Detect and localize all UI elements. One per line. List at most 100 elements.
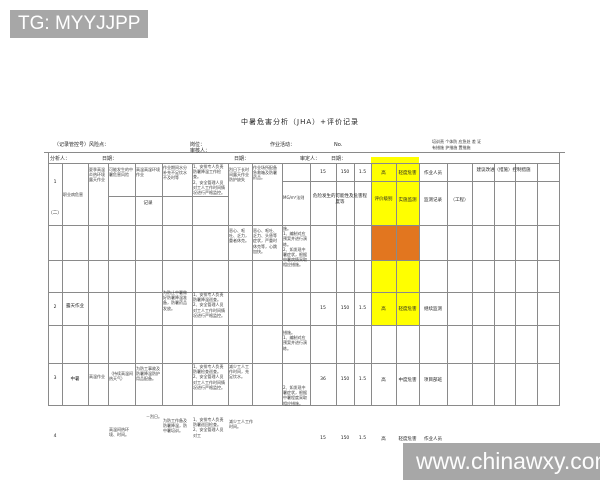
- cell-r2-d-value: 高: [381, 307, 386, 312]
- cell-r3-control-measures: 1、安排专人负责防暑检查巡查。 2、安全管理人员对工人工作时间情况进行严格监控。: [193, 364, 225, 390]
- date-label-a: 日期：: [102, 156, 118, 162]
- cell-r1-record: 记录: [143, 201, 153, 206]
- telegram-watermark-badge: TG: MYYJJPP: [10, 10, 148, 38]
- header-impl-monitor: 实施监测: [398, 198, 417, 203]
- table-gridline: [515, 163, 516, 405]
- cell-r1-c-value: 1.5: [358, 170, 367, 175]
- cell-r2-prevention: 为防止中暑做好防暑降温准备，防暑药品发放。: [163, 290, 187, 311]
- cell-r1-risk-point: 夏季高温炎热环境露天作业: [89, 167, 105, 183]
- cell-r1-category: （二）: [48, 211, 62, 216]
- cell-r1-emergency-supply: 作业场所配备急救箱及防暑药品。: [253, 165, 277, 181]
- cell-r2-action: 继续监测: [424, 307, 442, 312]
- approver-label: 审定人：: [300, 156, 321, 162]
- cell-r4-c-value: 1.5: [358, 436, 367, 441]
- table-gridline: [537, 163, 538, 405]
- table-gridline: [228, 163, 229, 405]
- cell-r4-risk-level: 轻度危害: [398, 437, 417, 442]
- activity-label: 作业活动：: [270, 142, 296, 148]
- header-monitor-record: 监测记录: [424, 198, 442, 203]
- cell-band3-emergency: 措施。 1、编制对应预案并进行演练。: [283, 330, 307, 351]
- cell-r1-l-value: 15: [320, 170, 326, 175]
- cell-r2-c-value: 1.5: [358, 306, 367, 311]
- cell-band2-symptom-b: 恶心、呕吐、乏力、头昏等症状，严重时休克等，心跳加快。: [253, 228, 277, 254]
- cell-band2-emergency: 施。 1、编制对应预案并进行演练。 2、如发现中暑症状，根据中暑病情采取相应措施…: [283, 226, 307, 268]
- cell-r2-l-value: 15: [320, 306, 326, 311]
- table-gridline: [336, 163, 337, 405]
- cell-r2-e-value: 150: [340, 306, 350, 311]
- cell-r2-serial: 2: [53, 305, 57, 310]
- table-gridline: [88, 163, 89, 405]
- table-gridline: [48, 163, 560, 164]
- table-gridline: [494, 163, 495, 405]
- analyst-label: 分析人：: [50, 156, 71, 162]
- table-gridline: [48, 363, 560, 364]
- cell-r1-d-value: 高: [381, 171, 386, 176]
- cell-r2-hazard-type: 露天作业: [66, 304, 84, 309]
- table-gridline: [62, 163, 63, 405]
- cell-r3-d-value: 高: [381, 378, 386, 383]
- cell-r3-hazard-type: 中暑: [70, 377, 80, 382]
- table-gridline: [447, 163, 448, 405]
- table-gridline: [108, 163, 109, 405]
- table-gridline: [472, 163, 473, 405]
- cell-r3-emergency: 2、如发现中暑症状，根据中暑程度采取相应措施。: [283, 385, 307, 406]
- cell-r4-e-value: 150: [340, 436, 350, 441]
- cell-r2-control-measures: 1、安排专人负责防暑降温巡查。 2、安全管理人员对工人工作时间情况进行严格监控。: [193, 292, 225, 318]
- table-gridline: [192, 163, 193, 405]
- table-border-left: [48, 152, 49, 405]
- header-method: MG/m³法则: [283, 195, 305, 200]
- date-label-b: 日期：: [234, 156, 250, 162]
- cell-r1-cause: 作业期间水分补充不足饮水不及时等: [163, 165, 187, 181]
- cell-r3-prevention: 为防工事故及防暑降温防护用品配备。: [136, 366, 160, 382]
- table-gridline: [48, 325, 560, 326]
- cell-r2-risk-level: 轻度危害: [398, 307, 417, 312]
- auditor-label: 审核人：: [190, 148, 211, 154]
- table-gridline: [252, 163, 253, 405]
- corner-note-line2: 有措施 护措施 置措施: [432, 145, 471, 150]
- cell-r3-serial: 3: [53, 376, 57, 381]
- table-gridline: [108, 196, 228, 197]
- cell-r4-action: 作业人员: [424, 437, 442, 442]
- table-gridline: [371, 163, 372, 405]
- cell-r3-l-value: 36: [320, 377, 326, 382]
- cell-r3-c-value: 1.5: [358, 377, 367, 382]
- cell-r3-action: 项目部班: [424, 378, 442, 383]
- site-watermark: www.chinawxy.com: [403, 443, 600, 480]
- cell-r1-serial: 1: [53, 180, 57, 185]
- table-gridline: [282, 181, 560, 182]
- cell-r1-hazard-type: 职业病危害: [63, 192, 83, 197]
- table-gridline: [282, 163, 283, 405]
- page-title: 中暑危害分析（JHA）+评价记录: [241, 118, 359, 126]
- table-gridline: [48, 225, 560, 226]
- table-border-right: [559, 152, 560, 405]
- date-label-c: 日期：: [331, 156, 347, 162]
- cell-r1-condition: 高温高湿环境作业: [136, 167, 160, 178]
- table-gridline: [135, 163, 136, 405]
- cell-r3-condition: （持续高温闷热天气）: [109, 371, 133, 382]
- cell-r3-risk-point: 高温作业: [89, 374, 105, 379]
- cell-r4-condition: 高温闷热环境、时间。: [109, 427, 129, 438]
- header-eval-level: 评价级别: [374, 197, 393, 202]
- header-suggest-improve: 建议改进（措施）控制措施: [476, 168, 531, 173]
- cell-r4-serial: 4: [53, 434, 57, 439]
- record-no-label: （记录管控号）风险点：: [54, 142, 110, 148]
- table-gridline: [354, 163, 355, 405]
- corner-note-line1: 培训责 个体防 应急处 差 证: [432, 139, 482, 144]
- table-gridline: [310, 163, 311, 405]
- cell-r4-prevention: 为防工作备及防暑降温，防中暑培训。: [163, 418, 187, 434]
- table-gridline: [396, 163, 397, 405]
- cell-r1-risk-level: 轻度危害: [398, 171, 417, 176]
- highlight-orange-cell: [371, 225, 419, 260]
- post-label: 岗位：: [190, 142, 206, 148]
- cell-r4-d-value: 高: [381, 437, 386, 442]
- cell-r4-note: －烈日。: [146, 414, 162, 419]
- cell-r1-e-value: 150: [340, 170, 350, 175]
- cell-r1-exposure: 烈日下长时间露天作业防护缺失: [229, 167, 249, 183]
- cell-band2-symptom-a: 恶心、呕吐、乏力，重者休克。: [229, 228, 249, 244]
- table-gridline: [48, 292, 560, 293]
- cell-r1-consequence: 可能发生的中暑危害风险: [109, 167, 133, 178]
- table-gridline: [48, 405, 560, 406]
- table-border-top: [44, 152, 565, 153]
- header-risk-degree: 危险发生的可能性及危害程度等: [313, 194, 367, 205]
